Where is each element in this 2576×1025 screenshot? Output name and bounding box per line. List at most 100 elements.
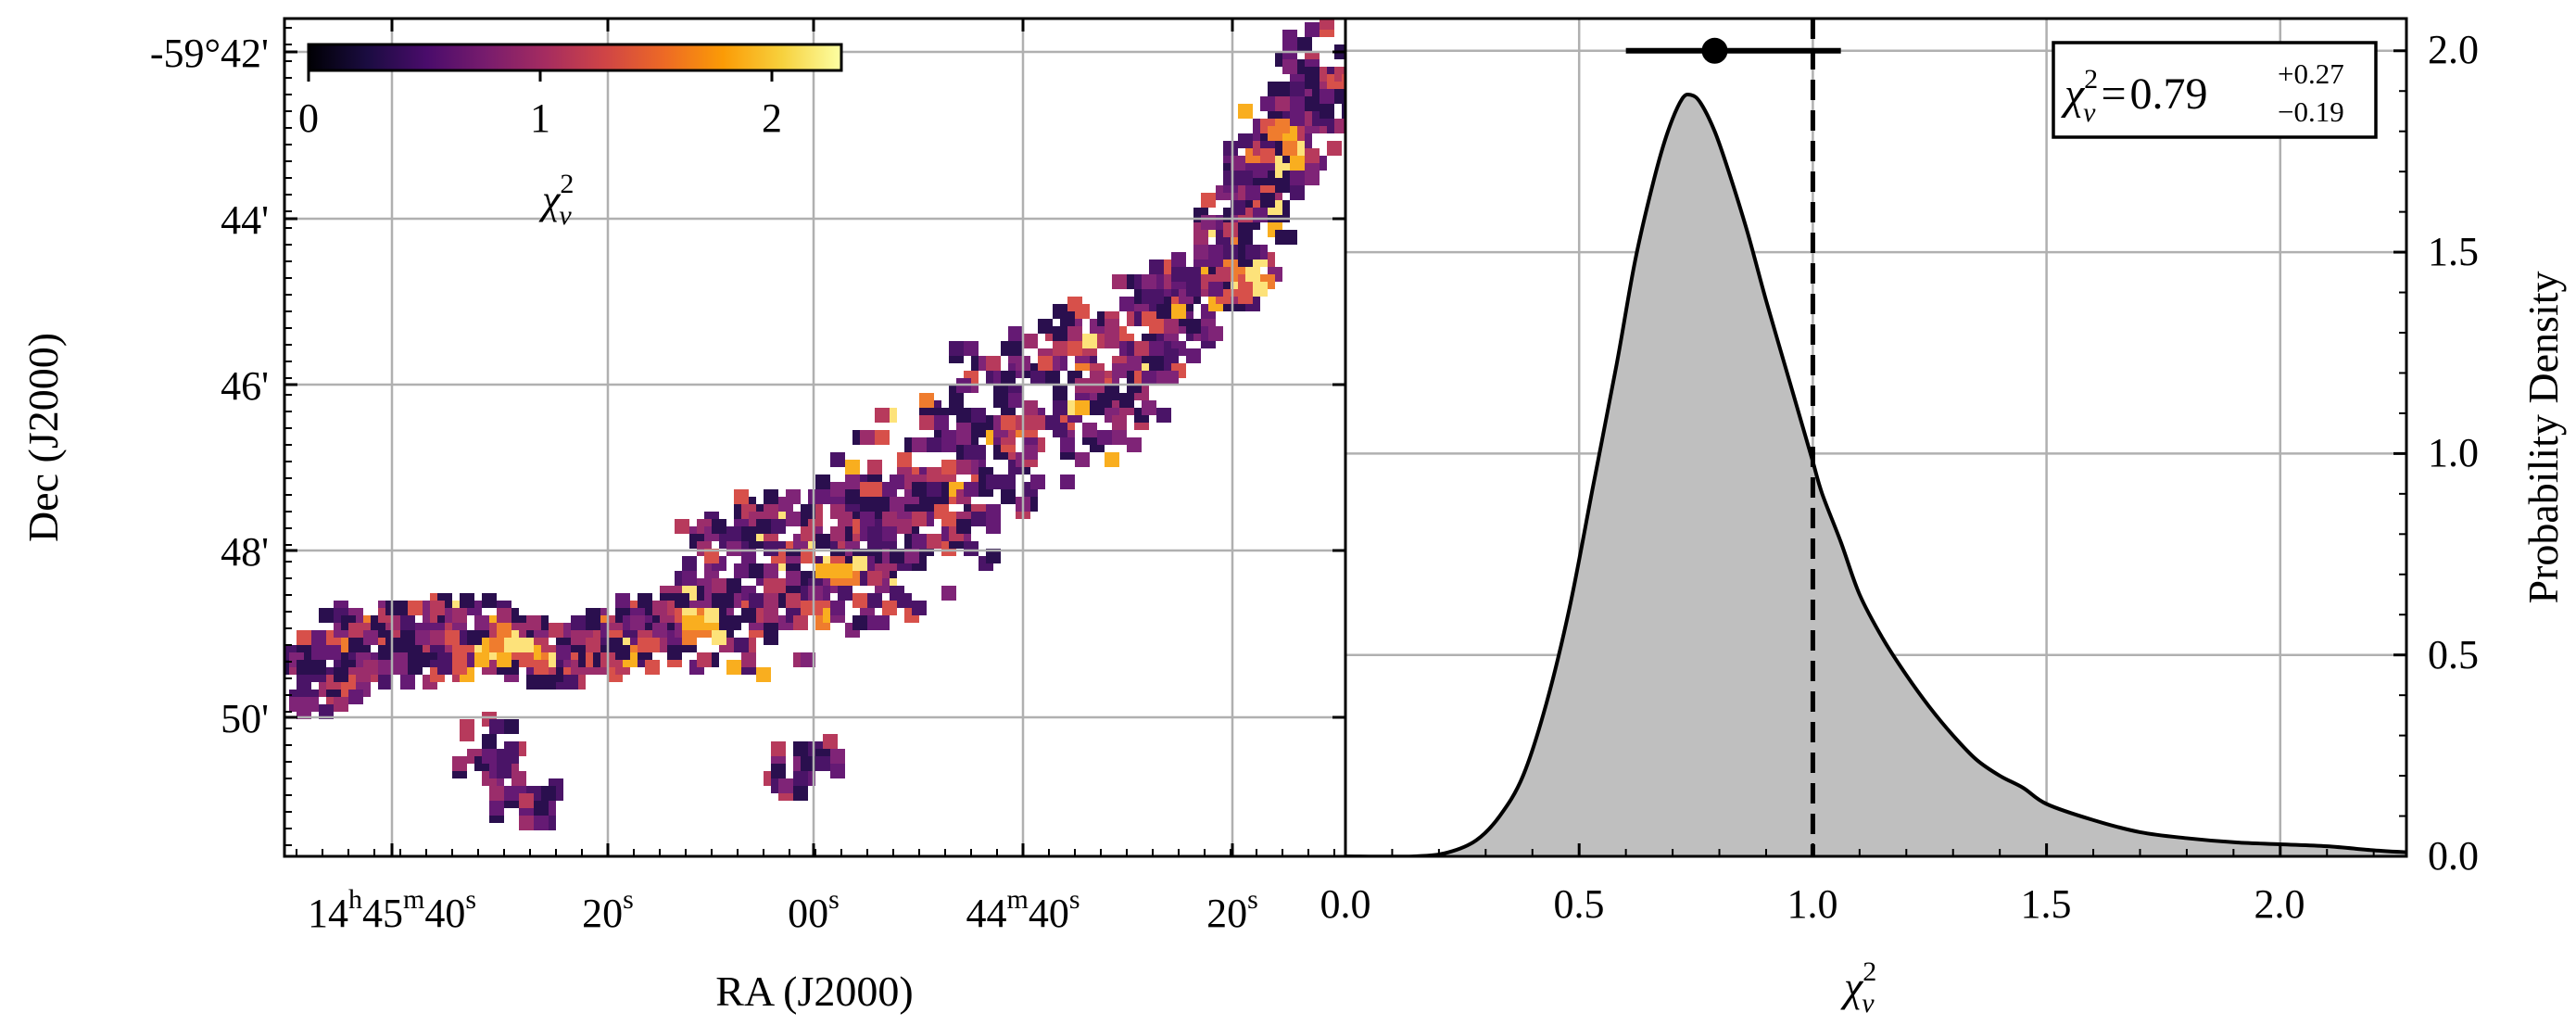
filament-pixel [712, 578, 726, 593]
filament-pixel [697, 652, 712, 667]
filament-pixel [452, 756, 467, 771]
filament-pixel [867, 460, 882, 475]
filament-pixel [297, 660, 311, 675]
dec-tick-label: 48' [221, 529, 269, 575]
filament-pixel [1090, 371, 1105, 386]
filament-pixel [786, 512, 801, 526]
filament-pixel [519, 652, 534, 667]
filament-pixel [1327, 141, 1342, 156]
filament-pixel [941, 586, 956, 601]
filament-pixel [830, 749, 845, 764]
filament-pixel [489, 801, 504, 816]
annotation-text: χ2 ν =0.79 [2061, 64, 2208, 128]
filament-pixel [1082, 423, 1097, 437]
filament-pixel [334, 697, 348, 712]
filament-pixel [1053, 386, 1067, 400]
filament-pixel [1320, 19, 1334, 30]
ra-tick-label: 44m40s [966, 884, 1080, 936]
filament-pixel [1305, 67, 1320, 82]
filament-pixel [556, 645, 571, 660]
filament-pixel [437, 652, 452, 667]
filament-pixel [289, 697, 304, 712]
filament-pixel [786, 593, 801, 608]
filament-pixel [845, 475, 860, 489]
filament-pixel [941, 430, 956, 445]
filament-pixel [415, 630, 430, 645]
filament-pixel [1201, 193, 1216, 208]
best-fit-point [1701, 37, 1728, 64]
filament-pixel [764, 489, 778, 504]
filament-pixel [956, 460, 971, 475]
filament-pixel [1238, 171, 1253, 185]
colorbar-tick-label: 2 [762, 95, 782, 141]
filament-pixel [474, 615, 489, 630]
filament-pixel [1297, 37, 1312, 52]
filament-pixel [882, 526, 897, 541]
filament-pixel [549, 623, 563, 638]
filament-pixel [934, 415, 949, 430]
filament-pixel [741, 652, 756, 667]
filament-pixel [1186, 282, 1201, 297]
filament-pixel [830, 764, 845, 778]
filament-pixel [497, 652, 511, 667]
filament-pixel [1342, 104, 1345, 119]
filament-pixel [1008, 326, 1023, 341]
ra-tick-label: 00s [788, 884, 840, 936]
filament-pixel [786, 489, 801, 504]
filament-pixel [867, 571, 882, 586]
filament-pixel [986, 519, 1001, 534]
filament-pixel [563, 675, 578, 690]
filament-pixel [986, 549, 1001, 563]
filament-pixel [378, 675, 393, 690]
filament-pixel [986, 356, 1001, 371]
filament-pixel [734, 638, 749, 652]
filament-pixel [860, 430, 875, 445]
filament-pixel [1030, 415, 1045, 430]
filament-pixel [764, 608, 778, 623]
filament-pixel [452, 660, 467, 675]
density-x-axis-label: χ2 ν [1840, 956, 1876, 1019]
filament-pixel [986, 504, 1001, 519]
filament-pixel [1186, 348, 1201, 363]
filament-pixel [652, 601, 667, 615]
filament-pixel [971, 408, 986, 423]
filament-pixel [1082, 334, 1097, 348]
filament-pixel [882, 512, 897, 526]
filament-pixel [1275, 96, 1290, 111]
filament-pixel [749, 563, 764, 578]
filament-pixel [1260, 193, 1275, 208]
density-y-axis-label: Probability Density [2519, 271, 2567, 603]
filament-pixel [682, 630, 697, 645]
filament-pixel [682, 556, 697, 571]
filament-pixel [393, 652, 408, 667]
filament-pixel [764, 504, 778, 519]
filament-pixel [1060, 437, 1075, 452]
filament-pixel [764, 593, 778, 608]
filament-pixel [845, 460, 860, 475]
filament-pixel [1171, 252, 1186, 267]
filament-pixel [860, 512, 875, 526]
filament-pixel [897, 519, 912, 534]
filament-pixel [1290, 96, 1305, 111]
filament-pixel [1208, 326, 1223, 341]
filament-pixel [504, 741, 519, 756]
density-y-tick-label: 2.0 [2428, 27, 2479, 72]
filament-pixel [771, 741, 786, 756]
filament-pixel [1171, 304, 1186, 319]
filament-pixel [830, 563, 845, 578]
filament-pixel [608, 638, 623, 652]
filament-pixel [793, 615, 808, 630]
filament-pixel [1038, 319, 1053, 334]
filament-pixel [919, 393, 934, 408]
filament-pixel [460, 727, 474, 741]
filament-pixel [1067, 297, 1082, 311]
filament-pixel [726, 578, 741, 593]
density-x-tick-label: 1.5 [2021, 881, 2072, 927]
density-frame [1344, 17, 2408, 858]
filament-pixel [586, 638, 600, 652]
filament-pixel [497, 623, 511, 638]
density-area [1345, 94, 2406, 856]
filament-pixel [1060, 311, 1075, 326]
colorbar-tick-label: 0 [298, 95, 319, 141]
filament-pixel [964, 341, 979, 356]
